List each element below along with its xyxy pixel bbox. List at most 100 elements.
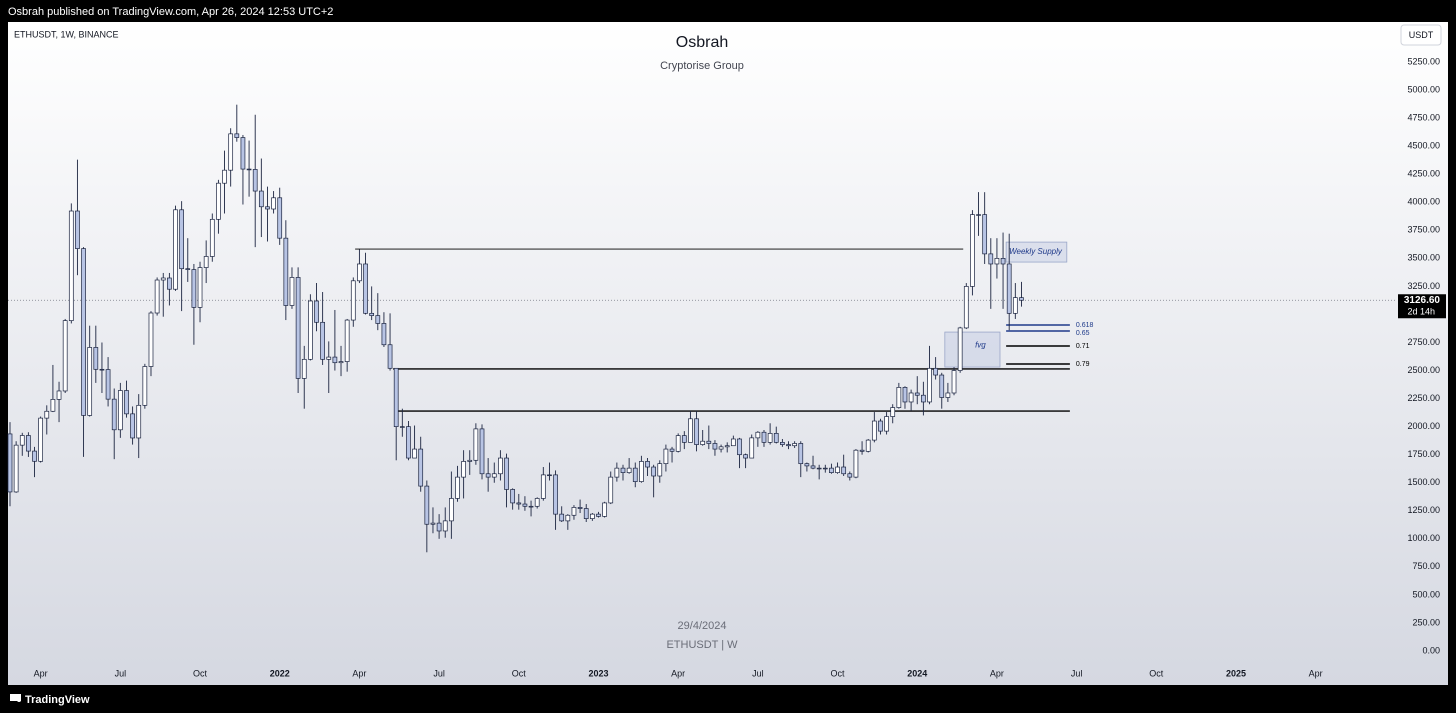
candle-body bbox=[240, 137, 246, 170]
logo bbox=[10, 694, 21, 702]
candle-body bbox=[945, 392, 951, 398]
candle-body bbox=[449, 498, 454, 522]
candle-body bbox=[467, 459, 473, 462]
x-tick-label: 2025 bbox=[1226, 668, 1246, 678]
zone bbox=[1005, 241, 1068, 263]
candle-body bbox=[1006, 263, 1012, 314]
candle-body bbox=[216, 182, 221, 220]
candle-body bbox=[871, 420, 877, 441]
x-tick-label: Jul bbox=[115, 668, 127, 678]
zone bbox=[944, 331, 1001, 368]
candle-body bbox=[62, 320, 68, 392]
candle-body bbox=[93, 347, 99, 370]
candle-body bbox=[908, 392, 914, 403]
currency-button[interactable] bbox=[1400, 24, 1442, 46]
y-tick-label: 3500.00 bbox=[1407, 253, 1440, 263]
x-tick-label: Apr bbox=[990, 668, 1004, 678]
y-tick-label: 2000.00 bbox=[1407, 421, 1440, 431]
candle-body bbox=[614, 467, 620, 478]
x-tick-label: Oct bbox=[1149, 668, 1164, 678]
watermark-symbol: ETHUSDT | W bbox=[666, 639, 738, 651]
candle-body bbox=[332, 356, 338, 364]
y-tick-label: 3750.00 bbox=[1407, 225, 1440, 235]
y-tick-label: 2750.00 bbox=[1407, 337, 1440, 347]
footer: TradingView bbox=[25, 694, 90, 706]
chart-subtitle: Cryptorise Group bbox=[660, 60, 744, 72]
candle-body bbox=[167, 277, 172, 290]
candle-body bbox=[577, 507, 583, 509]
currency[interactable]: USDT bbox=[1409, 30, 1434, 40]
candle-body bbox=[743, 454, 748, 459]
candle-body bbox=[829, 467, 834, 473]
candle-body bbox=[461, 461, 466, 478]
candle-body bbox=[902, 387, 908, 403]
candle-body bbox=[491, 473, 497, 478]
x-tick-label: 2024 bbox=[907, 668, 927, 678]
candle-body bbox=[344, 319, 350, 362]
candle-body bbox=[265, 206, 270, 210]
candle-body bbox=[724, 445, 730, 448]
candle-body bbox=[749, 437, 755, 459]
x-tick-label: Apr bbox=[671, 668, 685, 678]
candle-body bbox=[553, 474, 558, 515]
fib-label: 0.71 bbox=[1076, 343, 1090, 350]
candle-body bbox=[878, 420, 883, 432]
candle-body bbox=[314, 300, 319, 323]
symbol: ETHUSDT, 1W, BINANCE bbox=[14, 29, 119, 39]
y-tick-label: 5000.00 bbox=[1407, 84, 1440, 94]
x-tick-label: 2022 bbox=[270, 668, 290, 678]
x-tick-label: 2023 bbox=[588, 668, 608, 678]
y-tick-label: 750.00 bbox=[1412, 561, 1440, 571]
candle-body bbox=[773, 433, 779, 443]
candle-body bbox=[706, 440, 712, 444]
x-tick-label: Oct bbox=[193, 668, 208, 678]
candle-body bbox=[44, 410, 50, 419]
x-tick-label: Apr bbox=[1309, 668, 1323, 678]
candle-body bbox=[675, 435, 681, 452]
candle-body bbox=[105, 369, 111, 400]
y-tick-label: 4500.00 bbox=[1407, 141, 1440, 151]
candle-body bbox=[50, 399, 56, 412]
candle-body bbox=[583, 508, 589, 519]
candle-body bbox=[712, 443, 718, 450]
y-tick-label: 4250.00 bbox=[1407, 169, 1440, 179]
x-tick-label: Apr bbox=[34, 668, 48, 678]
candle-body bbox=[99, 368, 105, 371]
candle-body bbox=[571, 507, 577, 516]
candle-body bbox=[810, 465, 816, 469]
candle-body bbox=[283, 237, 289, 306]
candle-body bbox=[130, 413, 135, 439]
candle-body bbox=[442, 520, 448, 532]
candle-body bbox=[1012, 297, 1018, 314]
candle-body bbox=[639, 461, 644, 482]
header: Osbrah published on TradingView.com, Apr… bbox=[8, 6, 333, 18]
candle-body bbox=[13, 444, 19, 493]
candle-body bbox=[424, 485, 430, 525]
candle-body bbox=[816, 467, 822, 470]
candle-body bbox=[81, 248, 86, 416]
price-badge bbox=[1398, 294, 1446, 319]
candle-body bbox=[387, 344, 393, 369]
fib-label: 0.618 bbox=[1076, 322, 1094, 329]
candle-body bbox=[651, 466, 657, 477]
candle-body bbox=[26, 435, 31, 452]
candle-body bbox=[436, 522, 442, 532]
candle-body bbox=[369, 312, 375, 316]
y-tick-label: 3250.00 bbox=[1407, 281, 1440, 291]
candle-body bbox=[718, 446, 724, 450]
candle-body bbox=[540, 474, 546, 499]
candle-body bbox=[767, 433, 773, 443]
candle-body bbox=[498, 457, 503, 475]
candle-body bbox=[222, 169, 227, 184]
candle-body bbox=[289, 277, 295, 306]
candle-body bbox=[350, 280, 356, 321]
price-label: 3126.60 bbox=[1404, 295, 1441, 306]
candle-body bbox=[632, 467, 638, 482]
candle-body bbox=[853, 449, 859, 478]
candle-body bbox=[406, 426, 411, 459]
y-tick-label: 1750.00 bbox=[1407, 449, 1440, 459]
x-tick-label: Oct bbox=[831, 668, 846, 678]
fib-label: 0.65 bbox=[1076, 330, 1090, 337]
